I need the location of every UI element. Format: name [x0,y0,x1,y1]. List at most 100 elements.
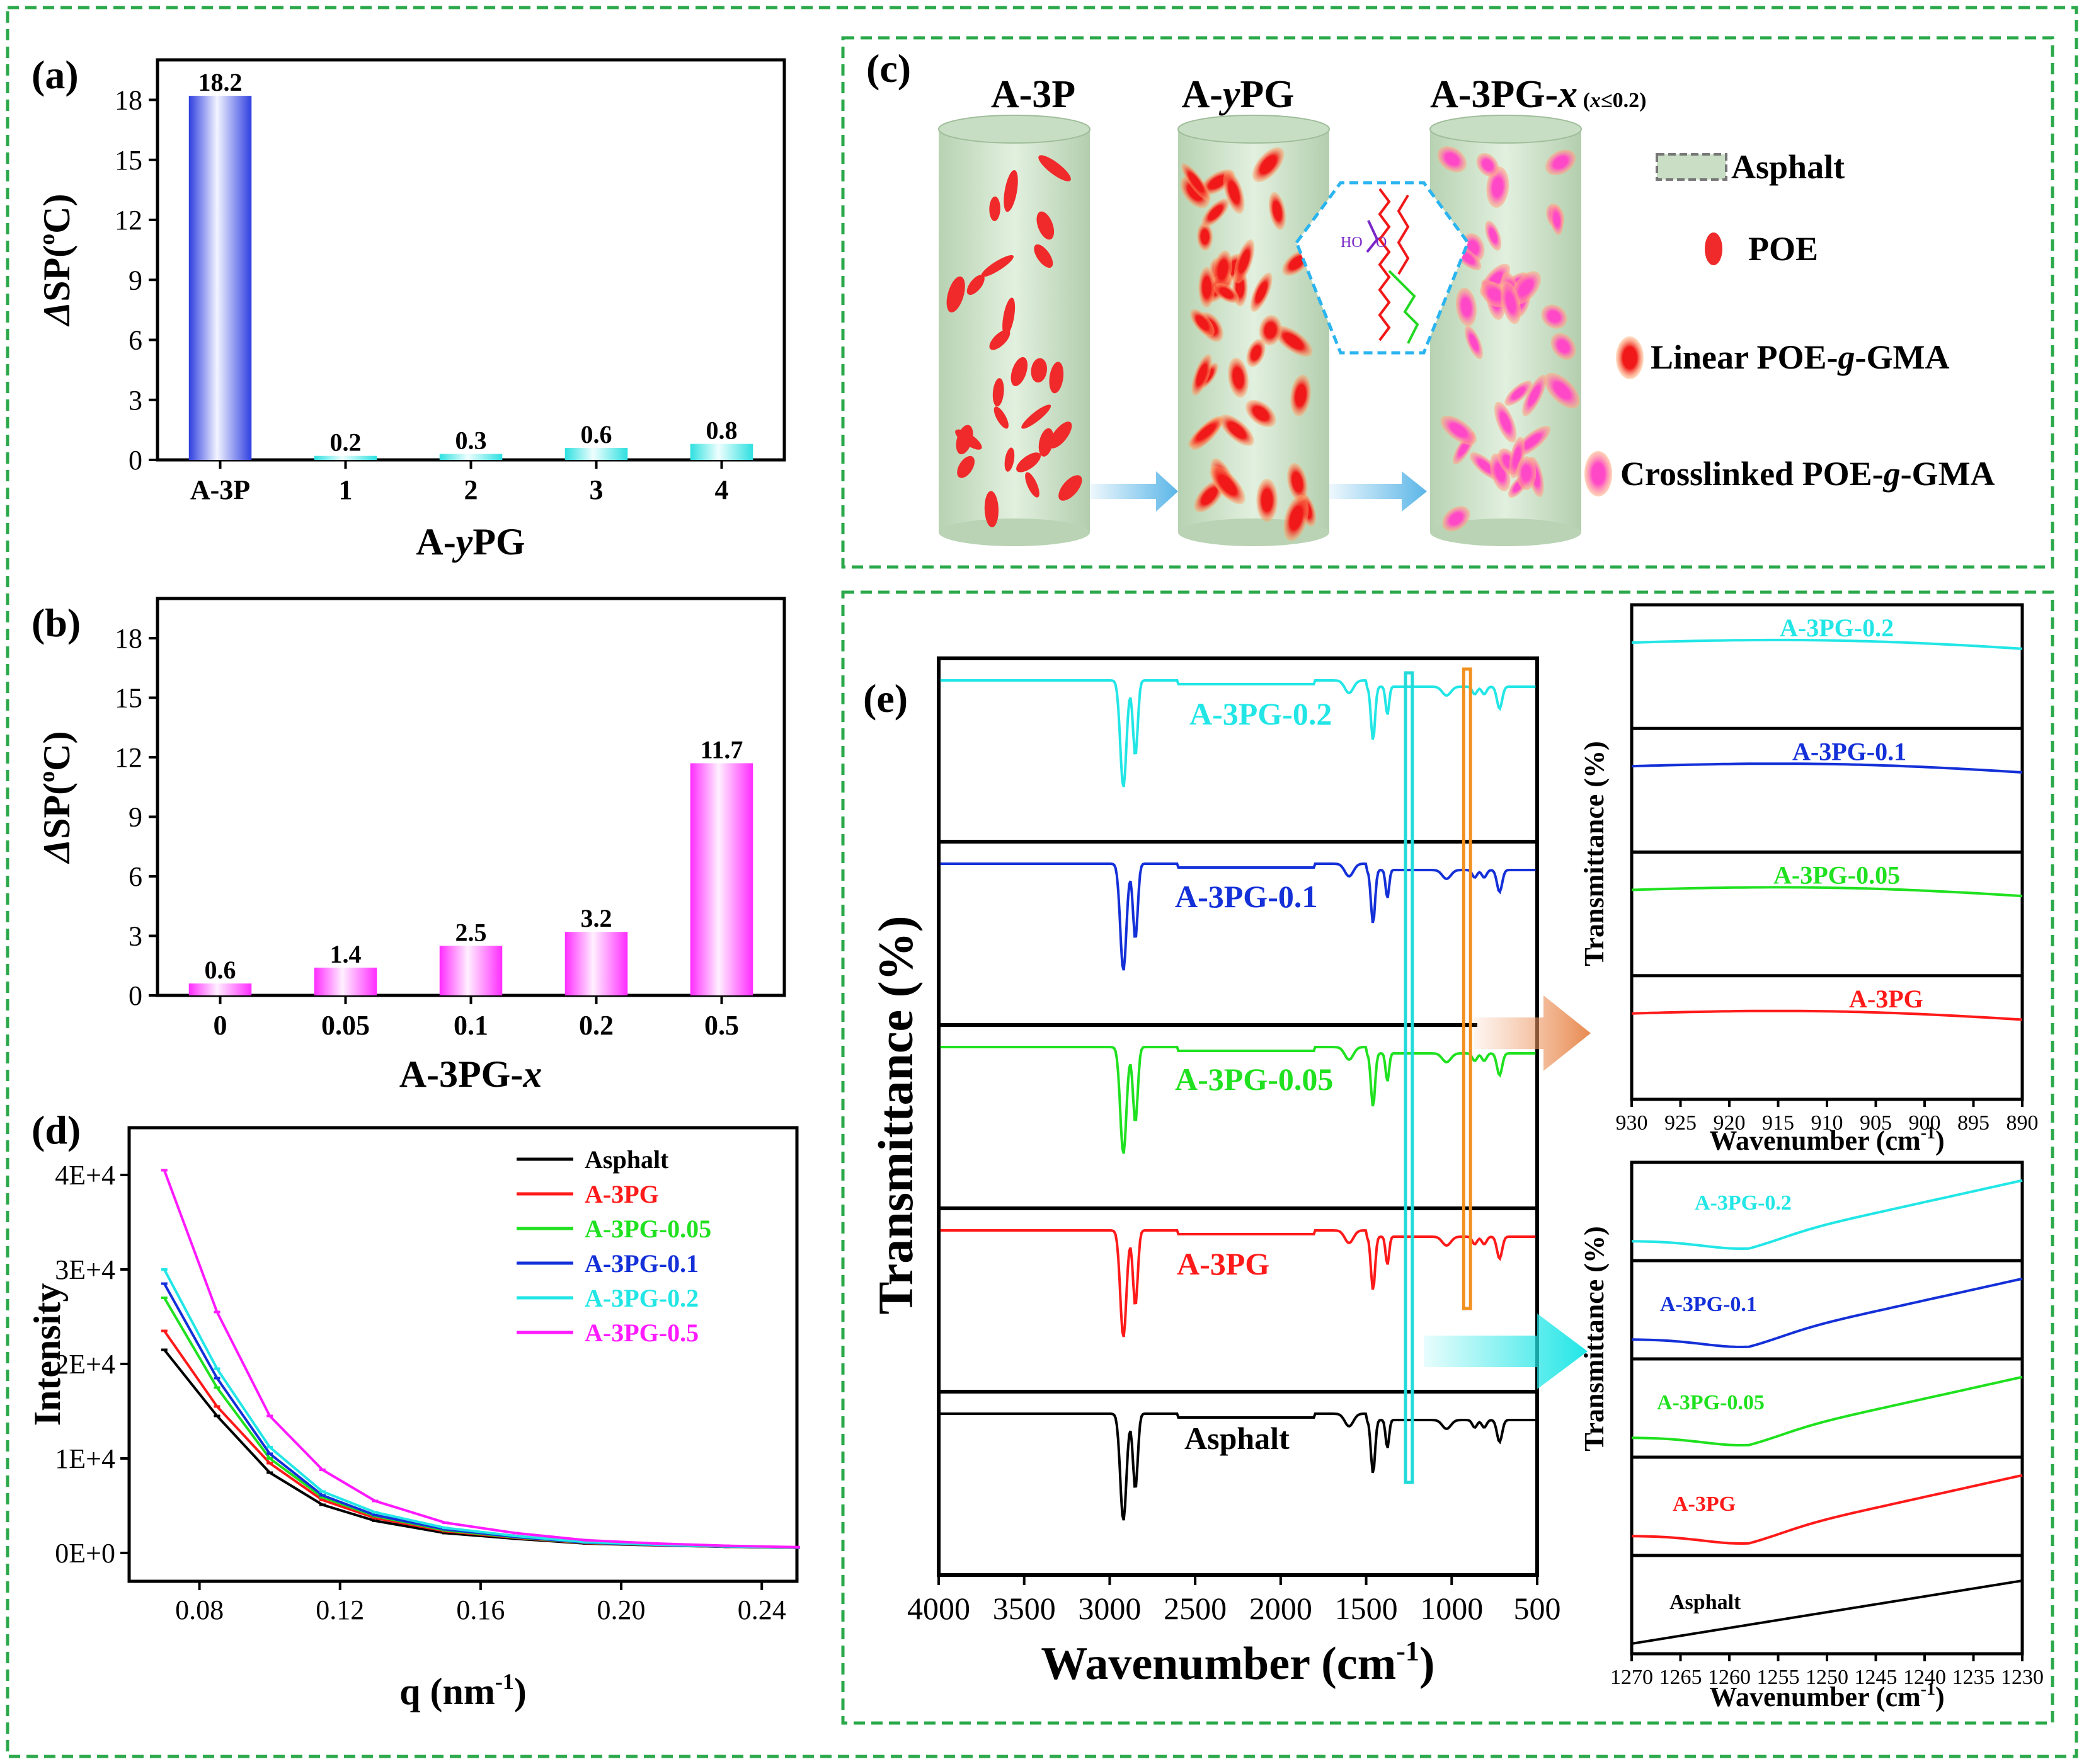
panel-d-lines [161,1169,800,1549]
panel-a-xticks: A-3P 1 2 3 4 [190,460,729,505]
zoom-arrow-cyan [1424,1314,1588,1389]
ftir-label: Asphalt [1184,1421,1290,1456]
panel-e-ylabel: Transmittance (%) [868,915,923,1314]
legend-entry: A-3PG-0.2 [585,1284,699,1312]
linear-poe-g-gma-particle [1188,416,1224,448]
linear-poe-g-gma-particle [1213,283,1239,304]
zoom-arrow-orange [1474,995,1591,1071]
crosslinked-poe-g-gma-particle [1541,304,1567,329]
inset-bottom-xlabel: Wavenumber (cm-1) [1709,1680,1944,1712]
x-tick-label: 930 [1616,1111,1648,1135]
ftir-line-Asphalt [940,1412,1536,1521]
linear-poe-g-gma-particle [1268,192,1286,231]
ftir-line-A-3PG [940,1228,1536,1337]
panel-c-frame [841,36,2054,569]
linear-poe-g-gma-particle [1196,222,1213,251]
x-tick-label: 0.08 [175,1595,224,1625]
panel-b-yticks: 0 3 6 9 12 15 18 [115,623,157,1011]
crosslinked-poe-g-gma-particle [1550,204,1564,236]
linear-poe-g-gma-particle [1181,163,1211,202]
poe-particle [992,378,1004,407]
legend-entry: A-3PG [585,1180,659,1208]
inset-label: A-3PG-0.05 [1657,1391,1765,1414]
panel-b-bars: 0.6 1.4 2.5 3.2 11.7 [188,735,753,995]
poe-particle [1058,475,1082,501]
x-tick-label: 3500 [993,1591,1056,1626]
panel-c: (c) A-3P A-yPG A-3PG-x (x≤0.2) [866,46,1995,546]
highlight-cyan-box [1404,671,1414,1484]
linear-poe-g-gma-particle [1287,462,1308,501]
panel-e: (e) A-3PG-0.2 A-3PG-0.1 A-3PG-0.05 A-3PG Asp… [863,603,2044,1712]
y-tick-label: 12 [115,205,142,236]
poe-particle [1021,404,1051,429]
x-tick-label: 0.12 [316,1595,364,1625]
x-tick-label: 1500 [1335,1591,1398,1626]
linear-poe-g-gma-particle [1246,339,1266,367]
x-tick-label: 1260 [1708,1666,1751,1689]
y-tick-label: 3 [129,385,142,416]
linear-poe-g-gma-particle [1213,250,1233,289]
cylinder-3-label: A-3PG-x (x≤0.2) [1430,73,1646,116]
bar-value-label: 0.6 [581,420,612,449]
poe-particle [1038,155,1071,181]
crosslinked-poe-g-gma-particle [1440,415,1477,445]
panel-e-axes [937,656,1539,1577]
crosslinked-poe-g-gma-particle [1437,146,1467,173]
bar-3 [564,447,628,460]
x-tick-label: 910 [1811,1111,1843,1135]
inset-line-A-3PG-0.2 [1631,1179,2023,1251]
inset-label: A-3PG [1673,1492,1736,1516]
linear-poe-g-gma-particle [1256,478,1278,522]
bar-4 [690,444,753,460]
y-tick-label: 15 [115,683,142,714]
inset-label: A-3PG [1849,985,1923,1013]
x-tick-label: 0 [214,1010,227,1041]
ftir-line-A-3PG-0.1 [940,862,1536,971]
poe-particle [1016,452,1041,472]
inset-label: Asphalt [1669,1591,1741,1614]
bar-value-label: 1.4 [330,940,362,968]
crosslinked-poe-g-gma-particles [1437,146,1580,532]
x-tick-label: 0.2 [579,1010,614,1041]
panel-a-xlabel: A-yPG [416,521,525,563]
panel-e-xticks: 4000 3500 3000 2500 2000 1500 1000 500 [907,1575,1561,1626]
linear-poe-g-gma-particle [1223,171,1245,214]
x-tick-label: 920 [1714,1111,1746,1135]
panel-d-legend: Asphalt A-3PG A-3PG-0.05 A-3PG-0.1 A-3PG-0.2… [517,1145,711,1347]
inset-line-A-3PG-0.1 [1631,1277,2023,1349]
poe-particle [1034,244,1053,268]
linear-poe-g-gma-particle [1219,414,1254,446]
panel-a-ylabel: ΔSP(oC) [34,194,77,327]
cylinder-1-label: A-3P [991,73,1075,116]
cylinder-2-label: A-yPG [1181,73,1294,116]
molecule-label-ho: HO [1341,234,1363,251]
bar-2 [439,454,503,460]
inset-line-A-3PG-0.05 [1631,886,2023,898]
y-tick-label: 0 [129,445,142,476]
panel-b-label: (b) [31,600,81,645]
inset-label: A-3PG-0.1 [1660,1293,1757,1316]
inset-line-A-3PG [1631,1009,2023,1021]
schematic-legend: Asphalt POE Linear POE-g-GMA Crosslinked… [1584,148,1995,496]
poe-particle [993,406,1009,429]
y-tick-label: 12 [115,742,142,773]
legend-entry: A-3PG-0.1 [585,1249,699,1278]
panel-d-axes [127,1126,799,1583]
bar-A-3P [188,96,252,460]
legend-linear: Linear POE-g-GMA [1651,338,1949,376]
x-tick-label: 3000 [1078,1591,1141,1626]
x-tick-label: 1230 [2001,1666,2044,1689]
inset-bottom-ylabel: Transmittance (%) [1579,1226,1610,1451]
x-tick-label: 0.24 [738,1595,786,1625]
linear-poe-g-gma-particle [1252,147,1285,183]
inset-line-A-3PG-0.2 [1631,638,2023,650]
y-tick-label: 18 [115,85,142,116]
inset-line-Asphalt [1631,1579,2023,1645]
x-tick-label: 1250 [1806,1666,1848,1689]
bar-0.1 [439,946,503,995]
linear-poe-g-gma-particle [1190,309,1215,337]
bar-0 [188,983,252,995]
inset-label: A-3PG-0.2 [1695,1191,1792,1215]
linear-poe-g-gma-particle [1290,374,1312,417]
